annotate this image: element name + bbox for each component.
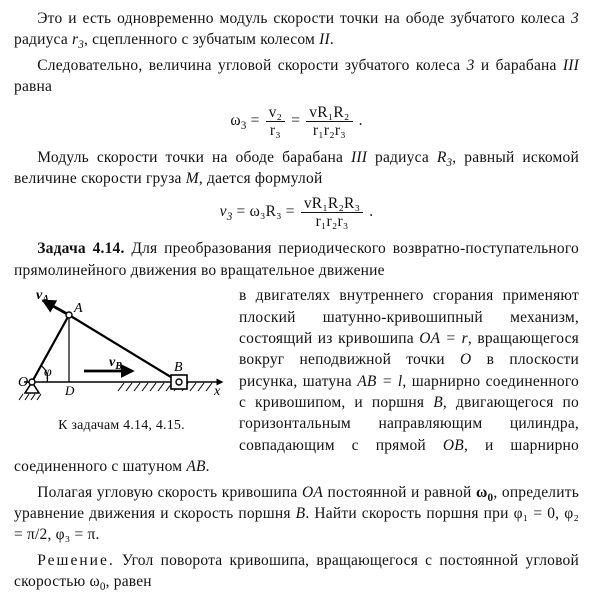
roman-III: III	[563, 57, 579, 74]
label-B: B	[174, 360, 183, 375]
label-O: O	[18, 375, 28, 390]
B: B	[296, 505, 306, 522]
AB-l: AB = l	[357, 373, 402, 390]
para-5: Полагая угловую скорость кривошипа OA по…	[14, 482, 579, 546]
lhs: v3	[220, 203, 233, 220]
para-6: Решение. Угол поворота кривошипа, вращаю…	[14, 550, 579, 593]
w0: ω0	[89, 573, 105, 590]
para-2: Следовательно, величина угловой скорости…	[14, 55, 579, 98]
task-label: Задача 4.14.	[37, 240, 124, 257]
label-vA: vA	[36, 288, 49, 305]
txt: радиуса	[367, 149, 437, 166]
task-head: Задача 4.14. Для преобразования периодич…	[14, 238, 579, 281]
R3: R3	[437, 149, 452, 166]
frac-3: vR₁R₂R₃r₁r₂r₃	[301, 195, 363, 230]
equation-v3: v3 = ω₃R₃ = vR₁R₂R₃r₁r₂r₃ .	[14, 195, 579, 230]
txt: Это и есть одновременно модуль скорости …	[37, 10, 571, 27]
gear-3: 3	[467, 57, 475, 74]
txt: Следовательно, величина угловой скорости…	[37, 57, 466, 74]
txt: , сцепленного с зубчатым колесом	[84, 31, 319, 48]
roman-II: II	[319, 31, 330, 48]
OA-r: OA = r	[419, 330, 468, 347]
AB: AB	[186, 458, 205, 475]
txt: . Найти скорость поршня при	[305, 505, 513, 522]
figure-4-14: vA A vB B x φ O D К задачам 4.14, 4.15.	[14, 287, 229, 435]
mechanism-diagram: vA A vB B x φ O D	[14, 287, 229, 412]
label-A: A	[73, 301, 83, 316]
txt: и барабана	[475, 57, 563, 74]
figure-caption: К задачам 4.14, 4.15.	[14, 416, 229, 435]
w0: ω0	[476, 484, 493, 501]
gear-3: 3	[571, 10, 579, 27]
label-x: x	[213, 384, 221, 399]
label-phi: φ	[44, 365, 52, 380]
para-1: Это и есть одновременно модуль скорости …	[14, 8, 579, 51]
O: O	[460, 351, 471, 368]
lhs: ω3	[230, 112, 246, 129]
equation-omega3: ω3 = v₂r₃ = vR₁R₂r₁r₂r₃ .	[14, 104, 579, 139]
OA: OA	[302, 484, 323, 501]
txt: радиуса	[14, 31, 72, 48]
label-vB: vB	[109, 355, 122, 372]
txt: , дается формулой	[199, 170, 323, 187]
solution-label: Решение.	[37, 552, 114, 569]
frac-2: vR₁R₂r₁r₂r₃	[306, 104, 352, 139]
txt: .	[206, 458, 210, 475]
M: M	[186, 170, 199, 187]
txt: .	[330, 31, 334, 48]
frac-1: v₂r₃	[266, 104, 286, 139]
txt: равна	[14, 78, 52, 95]
txt: Модуль скорости точки на ободе барабана	[37, 149, 351, 166]
txt: постоянной и равной	[323, 484, 476, 501]
r3: r3	[72, 31, 84, 48]
label-D: D	[64, 383, 75, 398]
txt: , равен	[106, 573, 152, 590]
roman-III: III	[351, 149, 367, 166]
txt: Полагая угловую скорость кривошипа	[37, 484, 302, 501]
OB: OB	[443, 437, 464, 454]
B: B	[433, 394, 443, 411]
para-3: Модуль скорости точки на ободе барабана …	[14, 147, 579, 190]
